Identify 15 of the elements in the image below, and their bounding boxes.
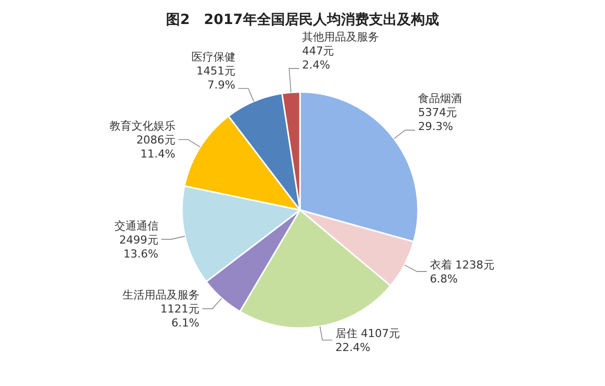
slice-label: 交通通信: [114, 219, 158, 232]
data-label: 447元 2.4%: [302, 44, 334, 72]
data-label: 5374元 29.3%: [418, 106, 458, 134]
chart-title: 图2 2017年全国居民人均消费支出及构成: [166, 12, 439, 28]
data-label: 1121元 6.1%: [160, 302, 200, 330]
data-label: 2499元 13.6%: [119, 233, 158, 260]
slice-label: 医疗保健: [191, 50, 236, 64]
slice-label: 食品烟酒: [418, 92, 462, 106]
data-label: 1451元 7.9%: [196, 64, 236, 92]
slice-label: 其他用品及服务: [302, 30, 380, 44]
slice-label: 教育文化娱乐: [109, 120, 176, 133]
slice-label: 衣着 1238元 6.8%: [430, 258, 494, 286]
slice-label: 生活用品及服务: [122, 288, 200, 302]
data-label: 2086元 11.4%: [136, 134, 176, 161]
slice-label: 居住 4107元 22.4%: [335, 327, 400, 354]
